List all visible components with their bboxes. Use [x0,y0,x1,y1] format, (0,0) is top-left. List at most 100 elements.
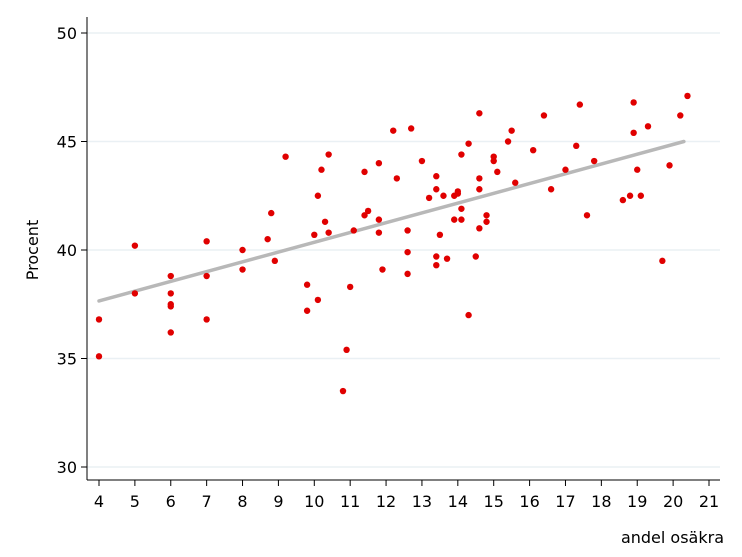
x-axis-title: andel osäkra [621,528,724,547]
data-point [325,229,332,236]
data-point [393,175,401,182]
data-point [476,225,483,232]
data-point [375,229,383,236]
data-point [264,235,271,243]
data-point [311,231,318,239]
data-point [314,296,322,304]
data-point [318,166,325,173]
data-point [404,227,411,234]
data-point [476,175,483,182]
data-point [131,242,139,249]
x-tick-label-19: 19 [627,492,647,511]
data-point [458,151,465,158]
data-point [458,205,465,212]
data-point [504,138,512,145]
data-point [407,125,415,132]
data-point [404,248,411,256]
data-point [630,99,637,106]
data-point [465,311,472,319]
y-tick-label-40: 40 [57,241,77,260]
gridlines [87,32,720,468]
data-point [95,316,103,323]
data-point [440,192,447,199]
data-point [404,270,411,278]
x-tick-label-11: 11 [340,492,360,511]
x-axis-ticks: 4 5 6 7 8 9 10 11 12 13 14 15 16 17 18 19 20 21 [94,480,719,511]
data-point [472,253,479,260]
data-point [350,227,357,234]
data-point [547,186,555,193]
data-point [512,179,519,186]
data-point [436,231,444,239]
data-point [483,212,490,219]
data-point [375,160,383,167]
data-point [239,246,246,254]
data-point [619,196,627,204]
data-point [576,101,584,108]
x-tick-label-16: 16 [519,492,539,511]
data-point [454,188,462,195]
data-point [203,238,210,245]
data-point [167,303,174,310]
data-point [361,168,368,176]
data-point [239,266,246,273]
x-tick-label-20: 20 [663,492,683,511]
data-points [95,92,691,395]
data-point [659,257,666,265]
data-point [167,272,174,280]
x-tick-label-9: 9 [273,492,283,511]
data-point [375,216,383,223]
x-tick-label-4: 4 [94,492,104,511]
data-point [494,168,501,176]
data-point [418,157,426,165]
data-point [540,112,548,119]
data-point [666,162,673,169]
y-axis-ticks: 30 35 40 45 50 [57,24,87,477]
x-tick-label-7: 7 [202,492,212,511]
data-point [433,261,440,269]
x-tick-label-10: 10 [304,492,324,511]
x-tick-label-13: 13 [412,492,432,511]
data-point [167,290,174,297]
data-point [458,216,465,223]
data-point [476,186,483,193]
fitted-line-layer [97,139,686,303]
data-point [271,257,279,265]
data-point [573,142,580,150]
axes [86,17,720,481]
fitted-line [97,139,686,303]
data-point [167,329,174,336]
data-point [346,283,354,291]
data-point [425,194,433,202]
data-point [282,153,289,160]
data-point [303,307,311,314]
data-point [583,212,591,219]
data-point [590,157,598,165]
data-point [325,151,332,158]
data-point [268,209,275,217]
data-point [321,218,329,225]
x-tick-label-15: 15 [484,492,504,511]
y-tick-label-35: 35 [57,350,77,369]
x-tick-label-5: 5 [130,492,140,511]
data-point [361,212,368,219]
data-point [634,166,641,173]
data-point [476,110,483,117]
data-point [314,192,322,199]
data-point [626,192,634,199]
data-point [677,112,684,119]
y-tick-label-30: 30 [57,458,77,477]
data-point [364,207,372,215]
data-point [490,157,497,165]
data-point [95,353,103,360]
data-point [343,346,350,354]
x-tick-label-21: 21 [699,492,719,511]
data-point [684,92,691,100]
data-point [131,290,139,297]
data-point [379,266,386,273]
data-point [637,192,645,199]
x-tick-label-14: 14 [448,492,468,511]
y-tick-label-50: 50 [57,24,77,43]
x-tick-label-18: 18 [591,492,611,511]
